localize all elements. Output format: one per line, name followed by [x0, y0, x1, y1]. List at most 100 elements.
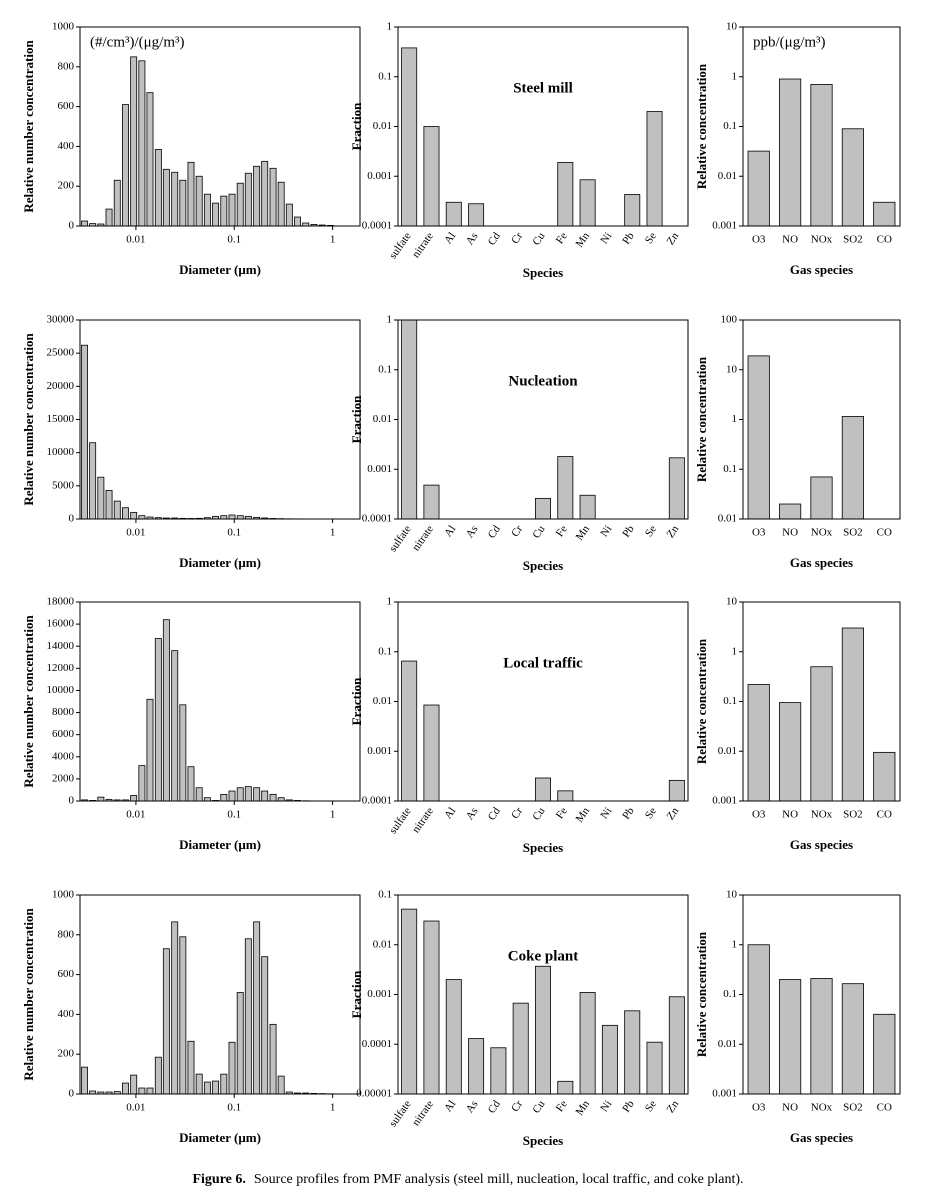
bar — [162, 168, 170, 227]
x-tick-label: nitrate — [410, 523, 436, 553]
y-tick-label: 15000 — [47, 413, 75, 425]
x-axis-label: Diameter (μm) — [179, 262, 261, 277]
x-tick-label: Cr — [509, 805, 525, 821]
bar — [841, 416, 864, 520]
bar — [171, 650, 179, 802]
y-tick-label: 10 — [726, 889, 738, 901]
bar — [179, 936, 187, 1095]
y-tick-label: 0 — [69, 220, 75, 232]
x-tick-label: Zn — [665, 523, 682, 540]
bar — [841, 627, 864, 802]
bar — [187, 766, 195, 802]
y-tick-label: 0.001 — [367, 463, 392, 475]
bar — [747, 150, 770, 227]
x-tick-label: Ni — [598, 805, 614, 821]
x-tick-label: nitrate — [410, 805, 436, 835]
bar — [97, 796, 105, 802]
y-tick-label: 1 — [732, 413, 738, 425]
bar — [810, 666, 833, 802]
bar — [228, 193, 236, 227]
x-tick-label: As — [464, 523, 481, 540]
bar — [277, 181, 285, 227]
plot-frame — [397, 601, 689, 802]
y-tick-label: 0.01 — [718, 745, 737, 757]
bar — [401, 908, 418, 1095]
bar — [646, 1041, 663, 1095]
y-tick-label: 14000 — [47, 640, 75, 652]
bar — [779, 702, 802, 802]
bar — [269, 1023, 277, 1095]
bar — [261, 790, 269, 802]
bar — [171, 171, 179, 227]
x-tick-label: Fe — [554, 1098, 570, 1114]
x-axis-label: Gas species — [790, 262, 853, 277]
y-tick-label: 800 — [58, 60, 75, 72]
y-tick-label: 1 — [732, 70, 738, 82]
y-tick-label: 4000 — [52, 750, 75, 762]
y-tick-label: 1 — [387, 314, 393, 326]
x-tick-label: Mn — [574, 805, 593, 825]
x-tick-label: CO — [877, 1102, 892, 1114]
annotation: Steel mill — [513, 80, 573, 96]
bar — [557, 161, 574, 227]
bar — [212, 202, 220, 227]
bar — [535, 497, 551, 520]
bar — [747, 684, 770, 802]
bar — [401, 319, 418, 520]
x-tick-label: 0.1 — [227, 527, 241, 539]
bar — [423, 920, 440, 1095]
x-tick-label: Mn — [574, 523, 593, 543]
x-tick-label: 1 — [330, 809, 336, 821]
y-tick-label: 1 — [387, 596, 393, 608]
bar — [244, 938, 252, 1095]
y-tick-label: 0.1 — [378, 889, 392, 901]
x-tick-label: Se — [643, 230, 659, 246]
bar — [277, 1075, 285, 1095]
y-tick-label: 0.001 — [367, 170, 392, 182]
y-tick-label: 0.1 — [723, 120, 737, 132]
bar — [285, 203, 293, 227]
bar — [228, 1041, 236, 1095]
bar — [220, 195, 228, 227]
x-tick-label: As — [464, 1098, 481, 1115]
y-tick-label: 0.001 — [712, 220, 737, 232]
y-tick-label: 20000 — [47, 380, 75, 392]
x-tick-label: NOx — [811, 809, 833, 821]
bar — [601, 1024, 618, 1095]
bar — [130, 56, 138, 227]
x-tick-label: Pb — [620, 230, 637, 247]
y-tick-label: 0.0001 — [362, 1038, 392, 1050]
x-tick-label: Al — [442, 1098, 458, 1114]
bar — [423, 704, 440, 802]
bar — [187, 161, 195, 227]
y-axis-label: Relative number concentration — [21, 40, 36, 213]
bar — [138, 60, 146, 227]
bar — [122, 507, 129, 520]
y-tick-label: 18000 — [47, 596, 75, 608]
y-tick-label: 1000 — [52, 889, 75, 901]
y-tick-label: 0.1 — [723, 463, 737, 475]
y-axis-label: Fraction — [349, 970, 364, 1018]
bar — [261, 160, 269, 227]
x-axis-label: Species — [523, 558, 563, 573]
x-tick-label: SO2 — [843, 527, 863, 539]
y-tick-label: 0.001 — [367, 988, 392, 1000]
x-tick-label: Cu — [530, 1098, 547, 1116]
bar — [668, 457, 685, 520]
bar — [269, 793, 277, 802]
y-tick-label: 5000 — [52, 479, 75, 491]
x-axis-label: Species — [523, 840, 563, 855]
bar — [841, 983, 864, 1095]
bar — [203, 193, 211, 227]
x-tick-label: Zn — [665, 805, 682, 822]
y-axis-label: Fraction — [349, 102, 364, 150]
bar — [162, 948, 170, 1095]
x-tick-label: Cr — [509, 230, 525, 246]
x-tick-label: CO — [877, 809, 892, 821]
y-tick-label: 0 — [69, 513, 75, 525]
y-tick-label: 0.001 — [712, 1088, 737, 1100]
y-tick-label: 10 — [726, 21, 738, 33]
bar — [423, 484, 440, 520]
y-tick-label: 30000 — [47, 314, 75, 326]
